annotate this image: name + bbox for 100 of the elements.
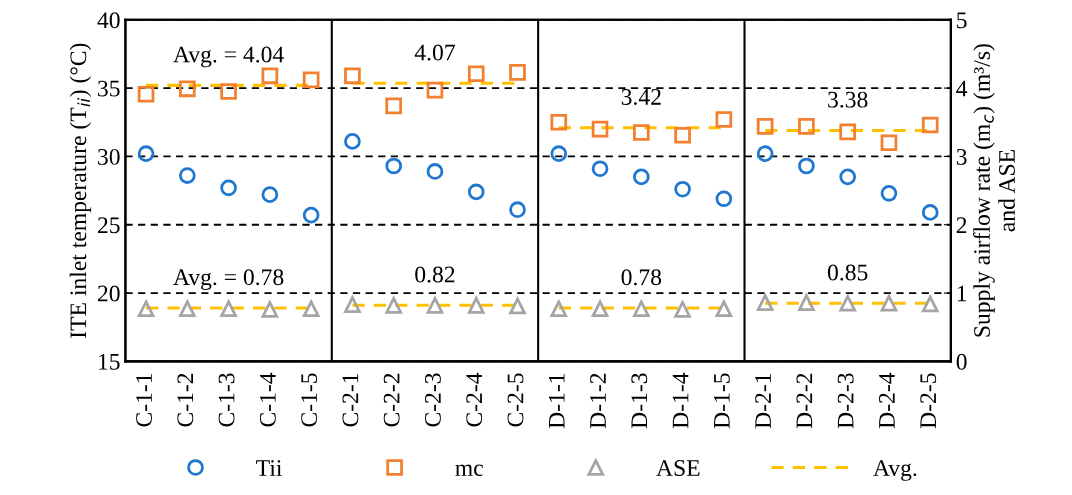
x-tick-label: D-1-2	[590, 373, 606, 429]
y2-tick-label: 5	[957, 12, 967, 29]
y-tick-label: 40	[97, 12, 120, 29]
point	[798, 294, 815, 311]
point	[344, 67, 361, 85]
data-label: 0.78	[621, 269, 662, 286]
y-tick-label: 35	[98, 80, 120, 97]
x-tick-label: D-1-1	[548, 373, 565, 429]
point	[674, 126, 691, 144]
y2-tick-label: 0	[956, 353, 967, 370]
point	[261, 186, 279, 204]
point	[715, 111, 733, 128]
data-label: 3.42	[621, 89, 661, 105]
x-tick-label: D-1-5	[713, 373, 730, 429]
point	[591, 300, 609, 318]
x-tick-label: D-2-1	[755, 373, 771, 429]
point	[385, 97, 403, 115]
y2-tick-label: 1	[957, 285, 967, 302]
point	[591, 120, 609, 138]
legend-label: mc	[455, 464, 483, 476]
point	[179, 80, 196, 98]
point	[550, 145, 568, 163]
point	[385, 157, 403, 175]
x-tick-label: C-1-3	[218, 373, 235, 427]
data-label: 4.07	[414, 44, 455, 61]
text: Supply airflow rate (m$_{c}$) (m³/s) and ASE	[973, 44, 1015, 337]
x-tick-label: C-1-4	[259, 372, 276, 427]
x-tick-label: C-2-2	[383, 373, 400, 427]
y-tick-label: 30	[98, 148, 120, 165]
point	[839, 294, 857, 312]
point	[261, 67, 279, 85]
data-label: 0.82	[415, 266, 455, 283]
point	[880, 134, 898, 152]
point	[921, 204, 939, 221]
point	[591, 160, 609, 178]
point	[426, 163, 444, 180]
point	[137, 145, 155, 163]
point	[509, 297, 526, 315]
point	[385, 297, 403, 314]
y-tick-label: 25	[97, 217, 120, 234]
point	[220, 83, 237, 100]
x-tick-label: C-2-1	[342, 373, 359, 427]
point	[756, 294, 774, 311]
point	[715, 190, 733, 208]
point	[674, 301, 691, 318]
point	[467, 65, 485, 83]
point	[632, 300, 650, 318]
point	[839, 123, 857, 141]
point	[798, 157, 815, 175]
data-label: Avg. = 0.78	[173, 269, 284, 291]
point	[426, 297, 444, 314]
point	[632, 124, 650, 141]
point	[798, 118, 815, 135]
point	[674, 180, 691, 198]
x-tick-label: D-1-3	[631, 373, 648, 429]
x-tick-label: C-2-5	[507, 373, 524, 427]
point	[550, 113, 568, 131]
y-axis-title: ITE inlet temperature (T$_{ii}$) (°C)	[69, 43, 92, 338]
point	[467, 183, 485, 201]
x-tick-label: D-2-4	[879, 372, 895, 429]
data-label: 3.38	[828, 91, 868, 108]
point	[509, 64, 526, 81]
point	[467, 297, 485, 314]
x-tick-label: C-2-4	[466, 372, 483, 427]
point	[921, 116, 939, 134]
x-tick-label: C-1-2	[177, 373, 194, 427]
point	[509, 201, 526, 219]
point	[302, 300, 320, 318]
point	[344, 296, 361, 313]
point	[137, 300, 155, 318]
point	[302, 206, 320, 224]
point	[302, 71, 320, 89]
x-tick-label: D-2-2	[796, 373, 813, 429]
point	[137, 85, 155, 103]
point	[179, 300, 196, 318]
point	[880, 294, 898, 312]
legend-label: Tii	[256, 460, 282, 476]
y2-tick-label: 3	[956, 148, 967, 165]
x-tick-label: C-1-1	[136, 373, 152, 427]
x-tick-label: D-2-5	[920, 373, 937, 429]
point	[839, 168, 857, 186]
point	[426, 81, 444, 99]
y-tick-label: 15	[99, 353, 120, 370]
x-tick-label: C-1-5	[301, 373, 318, 427]
point	[756, 145, 774, 163]
x-tick-label: D-1-4	[672, 372, 689, 429]
point	[344, 133, 361, 150]
x-tick-label: D-2-3	[837, 373, 854, 429]
point	[756, 118, 774, 135]
data-label: Avg. = 4.04	[173, 46, 284, 68]
point	[220, 179, 237, 197]
point	[220, 300, 237, 318]
point	[261, 301, 279, 318]
x-tick-label: C-2-3	[425, 373, 441, 427]
data-label: 0.85	[827, 264, 868, 281]
point	[715, 300, 733, 318]
point	[550, 300, 568, 318]
y2-tick-label: 2	[956, 217, 967, 233]
legend-label: ASE	[656, 460, 700, 476]
y2-tick-label: 4	[956, 80, 968, 97]
